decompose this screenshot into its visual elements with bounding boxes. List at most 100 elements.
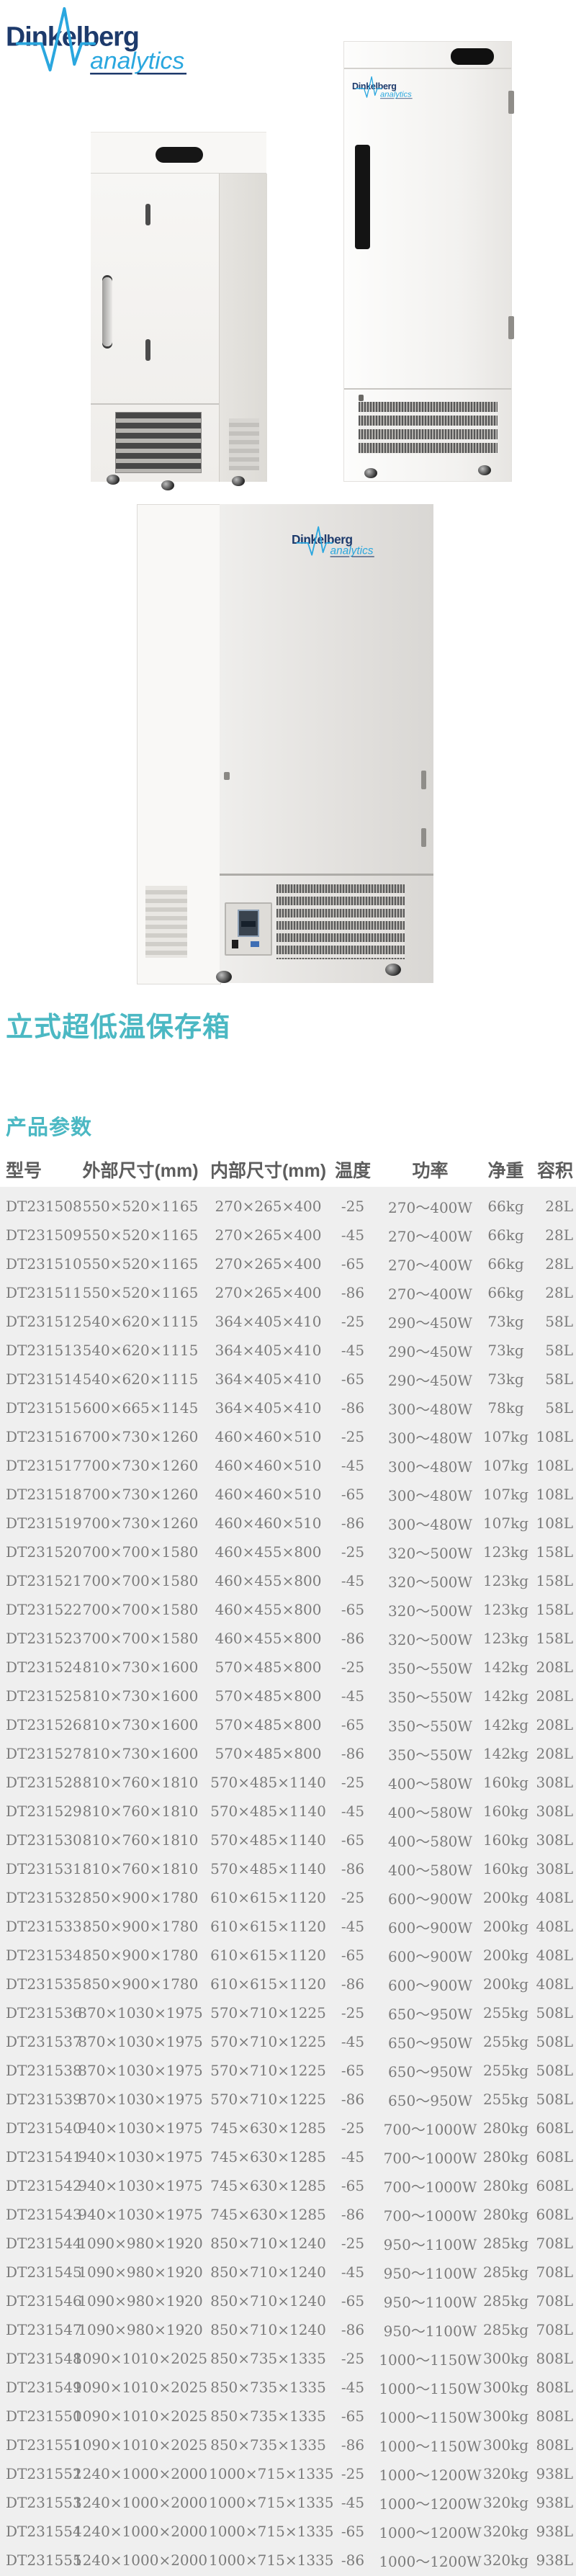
page-title: 立式超低温保存箱 xyxy=(6,1013,231,1043)
table-row: DT231542 940×1030×1975 745×630×1285 -65 700～… xyxy=(0,2171,576,2200)
freezer-lid xyxy=(91,132,266,174)
temperature-cell: -65 xyxy=(341,2062,365,2079)
temperature-cell: -25 xyxy=(341,2004,365,2021)
power-cell: 400～580W xyxy=(388,1803,472,1821)
model-cell: DT231533 xyxy=(6,1918,82,1935)
outer-dims-cell: 810×760×1810 xyxy=(82,1774,199,1791)
temperature-cell: -25 xyxy=(341,1889,365,1906)
door-hinge xyxy=(421,771,426,789)
table-row: DT231514 540×620×1115 364×405×410 -65 290～45… xyxy=(0,1365,576,1394)
table-row: DT231513 540×620×1115 364×405×410 -45 290～45… xyxy=(0,1336,576,1365)
table-row: DT231515 600×665×1145 364×405×410 -86 300～48… xyxy=(0,1394,576,1422)
temperature-cell: -25 xyxy=(341,2350,365,2367)
brand-name-text: Dinkelberg xyxy=(6,22,139,52)
model-cell: DT231527 xyxy=(6,1745,82,1762)
outer-dims-cell: 550×520×1165 xyxy=(82,1226,199,1244)
table-row: DT231526 810×730×1600 570×485×800 -65 350～55… xyxy=(0,1710,576,1739)
weight-cell: 78kg xyxy=(487,1399,524,1417)
volume-cell: 28L xyxy=(545,1198,573,1215)
cabinet-divider xyxy=(344,388,511,390)
table-row: DT231539 870×1030×1975 570×710×1225 -86 650～… xyxy=(0,2085,576,2114)
weight-cell: 107kg xyxy=(482,1486,529,1503)
weight-cell: 285kg xyxy=(482,2263,529,2281)
power-cell: 350～550W xyxy=(388,1688,472,1706)
power-cell: 270～400W xyxy=(388,1256,472,1274)
volume-cell: 108L xyxy=(536,1486,573,1503)
power-cell: 650～950W xyxy=(388,2091,472,2109)
inner-dims-cell: 460×460×510 xyxy=(215,1514,322,1532)
volume-cell: 608L xyxy=(536,2177,573,2194)
outer-dims-cell: 870×1030×1975 xyxy=(78,2004,203,2021)
model-cell: DT231512 xyxy=(6,1313,82,1330)
temperature-cell: -25 xyxy=(341,1659,365,1676)
outer-dims-cell: 810×760×1810 xyxy=(82,1803,199,1820)
caster-wheel xyxy=(216,971,232,983)
inner-dims-cell: 364×405×410 xyxy=(215,1399,322,1417)
model-cell: DT231514 xyxy=(6,1370,82,1388)
outer-dims-cell: 1090×1010×2025 xyxy=(73,2379,208,2396)
weight-cell: 320kg xyxy=(482,2465,529,2482)
outer-dims-cell: 550×520×1165 xyxy=(82,1255,199,1273)
door-brand-logo: Dinkelberg analytics xyxy=(352,75,414,99)
weight-cell: 280kg xyxy=(482,2206,529,2223)
weight-cell: 66kg xyxy=(487,1226,524,1244)
weight-cell: 142kg xyxy=(482,1659,529,1676)
inner-dims-cell: 745×630×1285 xyxy=(210,2206,326,2223)
volume-cell: 208L xyxy=(536,1716,573,1733)
column-header: 外部尺寸(mm) xyxy=(82,1161,199,1181)
model-cell: DT231555 xyxy=(6,2552,82,2569)
volume-cell: 28L xyxy=(545,1255,573,1273)
inner-dims-cell: 570×710×1225 xyxy=(210,2091,326,2108)
vent-grille xyxy=(276,884,405,959)
model-cell: DT231537 xyxy=(6,2033,82,2050)
volume-cell: 308L xyxy=(536,1860,573,1877)
volume-cell: 108L xyxy=(536,1514,573,1532)
table-row: DT231544 1090×980×1920 850×710×1240 -25 950～… xyxy=(0,2229,576,2258)
temperature-cell: -45 xyxy=(341,1687,365,1705)
inner-dims-cell: 1000×715×1335 xyxy=(209,2494,334,2511)
power-cell: 270～400W xyxy=(388,1227,472,1245)
power-cell: 950～1100W xyxy=(383,2235,477,2253)
temperature-cell: -25 xyxy=(341,2119,365,2137)
inner-dims-cell: 850×710×1240 xyxy=(210,2263,326,2281)
inner-dims-cell: 570×485×1140 xyxy=(210,1860,326,1877)
table-row: DT231511 550×520×1165 270×265×400 -86 270～40… xyxy=(0,1278,576,1307)
table-row: DT231555 1240×1000×2000 1000×715×1335 -86 10… xyxy=(0,2546,576,2575)
power-cell: 400～580W xyxy=(388,1774,472,1792)
volume-cell: 58L xyxy=(545,1313,573,1330)
inner-dims-cell: 850×735×1335 xyxy=(210,2436,326,2454)
inner-dims-cell: 570×485×1140 xyxy=(210,1803,326,1820)
weight-cell: 160kg xyxy=(482,1831,529,1849)
volume-cell: 608L xyxy=(536,2206,573,2223)
temperature-cell: -86 xyxy=(341,1975,365,1993)
temperature-cell: -65 xyxy=(341,2292,365,2310)
outer-dims-cell: 700×700×1580 xyxy=(82,1543,199,1561)
volume-cell: 208L xyxy=(536,1687,573,1705)
model-cell: DT231511 xyxy=(6,1284,82,1301)
power-cell: 300～480W xyxy=(388,1429,472,1447)
weight-cell: 123kg xyxy=(482,1543,529,1561)
volume-cell: 938L xyxy=(536,2465,573,2482)
weight-cell: 73kg xyxy=(487,1313,524,1330)
table-row: DT231546 1090×980×1920 850×710×1240 -65 950～… xyxy=(0,2286,576,2315)
model-cell: DT231510 xyxy=(6,1255,82,1273)
column-header: 温度 xyxy=(334,1161,371,1181)
table-row: DT231510 550×520×1165 270×265×400 -65 270～40… xyxy=(0,1249,576,1278)
power-cell: 300～480W xyxy=(388,1486,472,1504)
outer-dims-cell: 1090×980×1920 xyxy=(78,2235,203,2252)
weight-cell: 160kg xyxy=(482,1774,529,1791)
model-cell: DT231549 xyxy=(6,2379,82,2396)
volume-cell: 408L xyxy=(536,1889,573,1906)
temperature-cell: -45 xyxy=(341,1457,365,1474)
model-cell: DT231548 xyxy=(6,2350,82,2367)
table-row: DT231519 700×730×1260 460×460×510 -86 300～48… xyxy=(0,1509,576,1538)
power-cell: 600～900W xyxy=(388,1976,472,1994)
power-cell: 290～450W xyxy=(388,1314,472,1332)
table-row: DT231522 700×700×1580 460×455×800 -65 320～50… xyxy=(0,1595,576,1624)
lock-keyhole xyxy=(224,772,230,780)
inner-dims-cell: 270×265×400 xyxy=(215,1255,322,1273)
outer-dims-cell: 850×900×1780 xyxy=(82,1889,199,1906)
model-cell: DT231520 xyxy=(6,1543,82,1561)
model-cell: DT231515 xyxy=(6,1399,82,1417)
inner-dims-cell: 570×485×800 xyxy=(215,1659,322,1676)
